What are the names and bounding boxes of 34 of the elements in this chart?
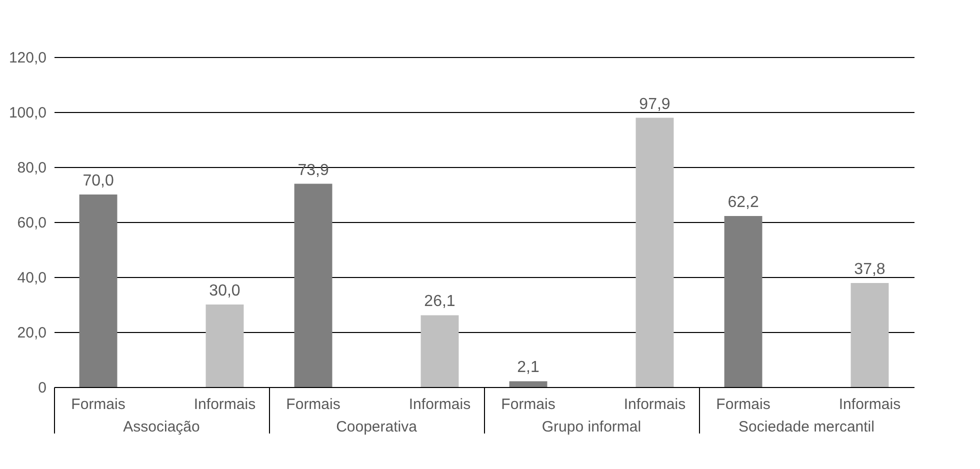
bar bbox=[509, 381, 548, 387]
data-label: 62,2 bbox=[728, 194, 759, 211]
text: Informais bbox=[624, 396, 686, 413]
text: Informais bbox=[408, 396, 471, 413]
text: Formais bbox=[286, 396, 340, 413]
data-label: 26,1 bbox=[424, 293, 456, 310]
y-tick-label: 120,0 bbox=[8, 50, 46, 66]
data-label: 30,0 bbox=[209, 282, 240, 300]
bar bbox=[850, 283, 889, 387]
text: Informais bbox=[838, 396, 901, 413]
series-label: Formais bbox=[71, 396, 126, 413]
y-tick-label: 100,0 bbox=[8, 104, 46, 122]
x-tick-label: Grupo informal bbox=[542, 418, 642, 436]
bar bbox=[636, 118, 674, 387]
y-tick-label: 40,0 bbox=[17, 270, 46, 286]
data-label: 70,0 bbox=[82, 172, 114, 190]
x-tick-label: Sociedade mercantil bbox=[738, 418, 874, 436]
bar bbox=[79, 194, 118, 387]
bar bbox=[294, 184, 332, 387]
y-tick-label: 20,0 bbox=[17, 324, 46, 342]
y-tick-label: 80,0 bbox=[17, 160, 46, 176]
data-label: 97,9 bbox=[639, 96, 670, 113]
x-tick-label: Cooperativa bbox=[336, 418, 418, 436]
y-tick-label: 0 bbox=[38, 380, 46, 396]
series-label: Informais bbox=[194, 396, 256, 413]
bar bbox=[420, 315, 459, 387]
x-tick-label: Associação bbox=[123, 418, 200, 436]
data-label: 37,8 bbox=[854, 261, 886, 278]
y-tick-label: 60,0 bbox=[17, 214, 46, 232]
text: Formais bbox=[501, 396, 556, 413]
bar bbox=[724, 216, 762, 387]
data-label: 2,1 bbox=[517, 359, 540, 376]
text: Formais bbox=[716, 396, 770, 413]
bar bbox=[206, 304, 244, 387]
